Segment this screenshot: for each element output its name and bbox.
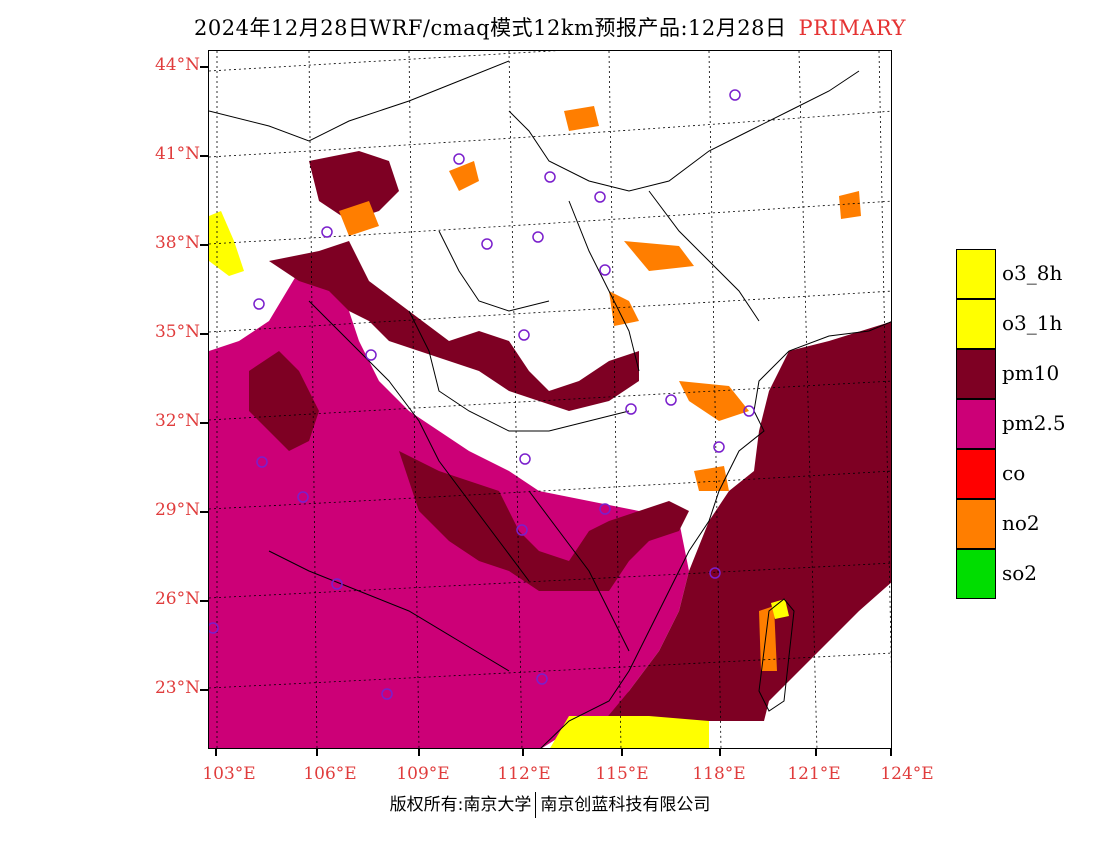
lat-tick [200,66,208,68]
no2-spot [564,106,599,131]
legend-swatch [956,549,996,599]
legend-item-no2: no2 [956,499,1096,549]
pm10-region-north [269,241,639,411]
copyright-left: 版权所有:南京大学 [389,795,532,815]
lat-label-26: 26°N [154,589,200,609]
copyright-right: 南京创蓝科技有限公司 [540,795,711,815]
lon-label-106: 106°E [303,764,357,784]
lon-label-118: 118°E [692,764,746,784]
lon-label-121: 121°E [787,764,841,784]
o3-region [771,599,789,619]
pm10-region-nw [309,151,399,221]
legend-label: no2 [1002,511,1040,535]
no2-spot [609,291,639,326]
pm10-region-east [604,321,891,741]
lat-label-29: 29°N [154,500,200,520]
legend: o3_8h o3_1h pm10 pm2.5 co no2 so2 [956,249,1096,599]
legend-item-o3-8h: o3_8h [956,249,1096,299]
map-title: 2024年12月28日WRF/cmaq模式12km预报产品:12月28日 PRIM… [0,12,1100,42]
legend-swatch [956,249,996,299]
legend-item-so2: so2 [956,549,1096,599]
no2-spot [839,191,861,219]
lon-tick [215,749,217,756]
legend-swatch [956,399,996,449]
lon-tick [719,749,721,756]
lat-label-23: 23°N [154,678,200,698]
pm10-region-central [399,451,689,591]
legend-swatch [956,299,996,349]
boundaries [209,60,891,748]
legend-swatch [956,349,996,399]
copyright: 版权所有:南京大学 南京创蓝科技有限公司 [0,790,1100,818]
o3-region [209,211,244,276]
lat-tick [200,333,208,335]
lat-label-41: 41°N [154,144,200,164]
title-tag: PRIMARY [798,16,906,40]
lon-tick [621,749,623,756]
map-graphic [209,51,891,748]
no2-spot [679,381,749,421]
graticule [209,51,891,748]
no2-spot [449,161,479,191]
legend-item-o3-1h: o3_1h [956,299,1096,349]
legend-swatch [956,499,996,549]
lon-tick [522,749,524,756]
lat-tick [200,511,208,513]
legend-label: so2 [1002,561,1038,585]
lat-label-32: 32°N [154,411,200,431]
legend-label: o3_8h [1002,261,1063,285]
lon-label-103: 103°E [202,764,256,784]
lon-tick [890,749,892,756]
city-markers [209,89,755,700]
lat-label-44: 44°N [154,55,200,75]
no2-spot [624,241,694,271]
lat-tick [200,689,208,691]
legend-item-co: co [956,449,1096,499]
legend-item-pm25: pm2.5 [956,399,1096,449]
legend-label: o3_1h [1002,311,1063,335]
no2-spot [694,466,729,491]
lon-tick [418,749,420,756]
title-main: 2024年12月28日WRF/cmaq模式12km预报产品:12月28日 [194,16,787,40]
legend-label: pm10 [1002,361,1060,385]
copyright-divider [535,792,537,818]
legend-swatch [956,449,996,499]
lon-label-115: 115°E [595,764,649,784]
lat-tick [200,422,208,424]
lon-tick [316,749,318,756]
lat-tick [200,600,208,602]
lat-tick [200,155,208,157]
no2-spot [339,201,379,236]
legend-label: pm2.5 [1002,411,1066,435]
legend-item-pm10: pm10 [956,349,1096,399]
pm10-region-basin [249,351,319,451]
lon-label-112: 112°E [497,764,551,784]
lon-label-109: 109°E [396,764,450,784]
pollutant-map [208,50,892,749]
lat-label-38: 38°N [154,233,200,253]
lat-tick [200,244,208,246]
lon-tick [815,749,817,756]
o3-region [550,716,709,748]
lat-label-35: 35°N [154,322,200,342]
legend-label: co [1002,461,1026,485]
lon-label-124: 124°E [880,764,934,784]
